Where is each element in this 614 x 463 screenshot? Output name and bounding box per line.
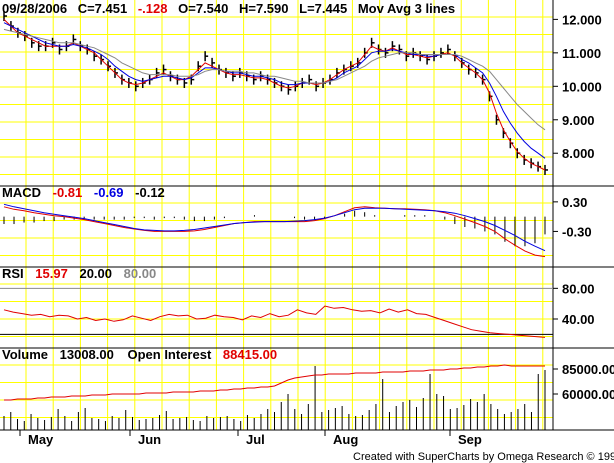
rsi-label: RSI <box>2 266 24 281</box>
macd-tick-label: -0.30 <box>562 224 592 239</box>
header-close: C=7.451 <box>78 1 128 16</box>
volume-tick-label: 85000.00 <box>562 362 614 377</box>
price-tick-label: 11.000 <box>562 46 601 61</box>
open-interest-label: Open Interest <box>127 347 211 362</box>
month-label: Jul <box>246 432 265 447</box>
rsi-header: RSI 15.97 20.00 80.00 <box>2 266 156 281</box>
macd-header: MACD -0.81 -0.69 -0.12 <box>2 185 165 200</box>
price-tick-label: 8.000 <box>562 146 595 161</box>
month-label: Jun <box>138 432 161 447</box>
rsi-value-2: 20.00 <box>79 266 112 281</box>
header-high: H=7.590 <box>239 1 289 16</box>
volume-value: 13008.00 <box>60 347 114 362</box>
macd-line-2 <box>3 203 546 252</box>
macd-value-1: -0.81 <box>53 185 83 200</box>
header-open: O=7.540 <box>178 1 228 16</box>
month-label: Sep <box>458 432 482 447</box>
macd-tick-label: 0.30 <box>562 195 587 210</box>
volume-header: Volume 13008.00 Open Interest 88415.00 <box>2 347 277 362</box>
price-header: 09/28/2006 C=7.451 -.128 O=7.540 H=7.590… <box>2 1 455 16</box>
open-interest-line <box>4 364 545 401</box>
moving-average-line-1 <box>3 19 546 171</box>
header-low: L=7.445 <box>299 1 347 16</box>
volume-tick-label: 60000.00 <box>562 387 614 402</box>
rsi-tick-label: 80.00 <box>562 281 595 296</box>
header-study: Mov Avg 3 lines <box>358 1 455 16</box>
grid-lines <box>0 0 553 430</box>
macd-line-1 <box>3 206 546 258</box>
price-tick-label: 9.000 <box>562 113 595 128</box>
moving-average-line-3 <box>3 28 546 131</box>
axis-labels: 12.000 11.000 10.000 9.000 8.000 0.30 -0.30 80.… <box>19 12 614 447</box>
chart-marks <box>0 11 553 430</box>
price-tick-label: 12.000 <box>562 12 602 27</box>
month-label: Aug <box>333 432 358 447</box>
header-date: 09/28/2006 <box>2 1 67 16</box>
month-label: May <box>28 432 54 447</box>
rsi-line <box>3 305 546 338</box>
moving-average-line-2 <box>3 22 546 159</box>
macd-label: MACD <box>2 185 41 200</box>
macd-value-2: -0.69 <box>94 185 124 200</box>
rsi-tick-label: 40.00 <box>562 312 595 327</box>
volume-label: Volume <box>2 347 48 362</box>
credit-text: Created with SuperCharts by Omega Resear… <box>353 451 614 463</box>
rsi-value-3: 80.00 <box>124 266 157 281</box>
price-tick-label: 10.000 <box>562 79 602 94</box>
rsi-value-1: 15.97 <box>35 266 68 281</box>
header-change: -.128 <box>138 1 168 16</box>
macd-value-3: -0.12 <box>135 185 165 200</box>
open-interest-value: 88415.00 <box>223 347 277 362</box>
